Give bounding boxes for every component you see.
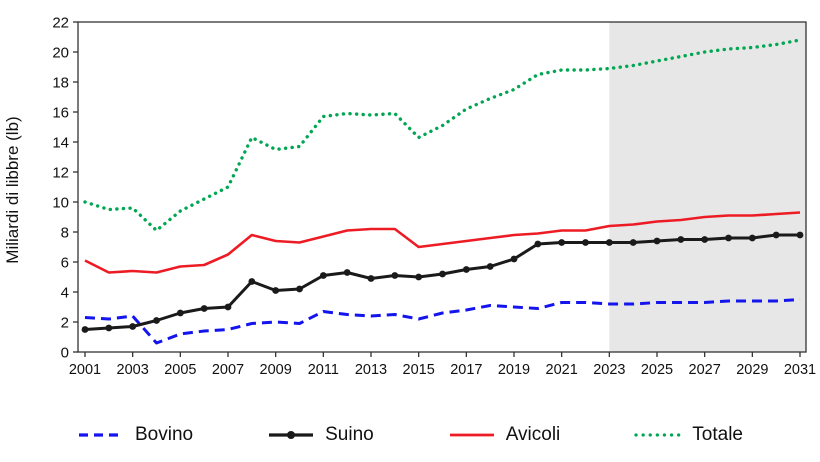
chart-area: Miliardi di libbre (lb) 0 2 4 6 8 10 12 14 16 18 2… xyxy=(3,14,816,378)
legend-label-totale: Totale xyxy=(692,424,743,445)
y-tick-label: 16 xyxy=(52,104,69,121)
y-tick-label: 4 xyxy=(61,284,69,301)
legend-label-suino: Suino xyxy=(325,424,374,445)
x-tick-label: 2027 xyxy=(689,362,721,378)
data-point-marker xyxy=(629,239,637,246)
data-point-marker xyxy=(415,273,423,281)
y-tick-label: 2 xyxy=(61,314,69,331)
legend-item-avicoli: Avicoli xyxy=(448,424,561,446)
legend-item-totale: Totale xyxy=(634,424,743,446)
y-tick-label: 0 xyxy=(61,344,69,361)
x-tick-label: 2029 xyxy=(736,362,768,378)
x-tick-label: 2003 xyxy=(117,362,149,378)
x-tick-label: 2031 xyxy=(784,362,816,378)
data-point-marker xyxy=(81,326,89,333)
y-tick-label: 22 xyxy=(52,14,69,31)
data-point-marker xyxy=(439,270,446,278)
series-bovino xyxy=(84,298,801,345)
series-totale xyxy=(83,38,802,233)
y-tick-label: 18 xyxy=(52,74,69,91)
data-point-marker xyxy=(153,317,160,324)
legend-item-bovino: Bovino xyxy=(77,424,193,446)
x-tick-label: 2023 xyxy=(593,362,625,378)
data-point-marker xyxy=(343,269,351,276)
y-tick-label: 8 xyxy=(61,224,69,241)
data-point-marker xyxy=(129,323,137,330)
data-point-marker xyxy=(653,237,661,245)
x-tick-label: 2021 xyxy=(546,362,578,378)
data-point-marker xyxy=(296,285,303,293)
x-tick-label: 2009 xyxy=(260,362,292,378)
data-point-marker xyxy=(748,234,756,242)
x-tick-label: 2019 xyxy=(498,362,530,378)
line-chart: Miliardi di libbre (lb) 0 2 4 6 8 10 12 14 16 18 2… xyxy=(3,14,816,378)
y-axis: 0 2 4 6 8 10 12 14 16 18 20 22 xyxy=(52,14,78,361)
x-tick-label: 2005 xyxy=(164,362,196,378)
data-point-marker xyxy=(725,234,732,242)
data-point-marker xyxy=(319,272,327,279)
plot-border xyxy=(77,21,807,353)
data-point-marker xyxy=(677,236,685,243)
data-point-marker xyxy=(772,231,780,239)
data-point-marker xyxy=(582,239,589,246)
y-tick-label: 6 xyxy=(61,254,69,271)
series-line-bovino xyxy=(84,298,801,345)
x-tick-label: 2011 xyxy=(308,362,339,378)
x-tick-label: 2001 xyxy=(69,362,101,378)
legend-line-sample-totale xyxy=(634,433,682,437)
series-avicoli xyxy=(84,211,801,274)
y-tick-label: 12 xyxy=(52,164,69,181)
data-point-marker xyxy=(534,240,542,248)
data-point-marker xyxy=(462,266,470,273)
legend-label-avicoli: Avicoli xyxy=(505,424,561,445)
y-tick-label: 20 xyxy=(52,44,69,61)
data-point-marker xyxy=(558,239,566,246)
x-tick-label: 2015 xyxy=(403,362,435,378)
data-point-marker xyxy=(105,324,113,332)
x-tick-label: 2013 xyxy=(355,362,387,378)
series-line-totale xyxy=(83,38,802,233)
x-tick-label: 2007 xyxy=(212,362,244,378)
x-axis: 2001 2003 2005 2007 2009 2011 2013 2015 2017 2019… xyxy=(69,352,816,378)
data-point-marker xyxy=(510,255,518,263)
data-point-marker xyxy=(391,272,399,279)
legend-item-suino: Suino xyxy=(267,424,374,446)
data-point-marker xyxy=(701,236,709,243)
x-tick-label: 2025 xyxy=(641,362,673,378)
data-point-marker xyxy=(248,278,256,285)
data-point-marker xyxy=(605,239,613,246)
legend-label-bovino: Bovino xyxy=(135,424,194,445)
data-point-marker xyxy=(796,231,804,239)
forecast-shaded-region xyxy=(609,22,806,352)
y-tick-label: 10 xyxy=(52,194,69,211)
data-point-marker xyxy=(367,275,375,282)
legend-line-sample-bovino xyxy=(79,433,123,437)
legend-line-sample-suino xyxy=(269,431,314,439)
series-line-avicoli xyxy=(84,211,801,274)
data-point-marker xyxy=(200,305,208,312)
y-axis-label: Miliardi di libbre (lb) xyxy=(3,116,22,263)
data-point-marker xyxy=(272,287,280,294)
data-point-marker xyxy=(176,309,184,317)
series-suino xyxy=(81,231,804,333)
chart-legend: Bovino Suino Avicoli Totale xyxy=(0,408,820,462)
x-tick-label: 2017 xyxy=(450,362,482,378)
data-point-marker xyxy=(224,303,232,311)
legend-line-sample-avicoli xyxy=(449,433,494,437)
data-point-marker xyxy=(486,263,494,270)
y-tick-label: 14 xyxy=(52,134,69,151)
